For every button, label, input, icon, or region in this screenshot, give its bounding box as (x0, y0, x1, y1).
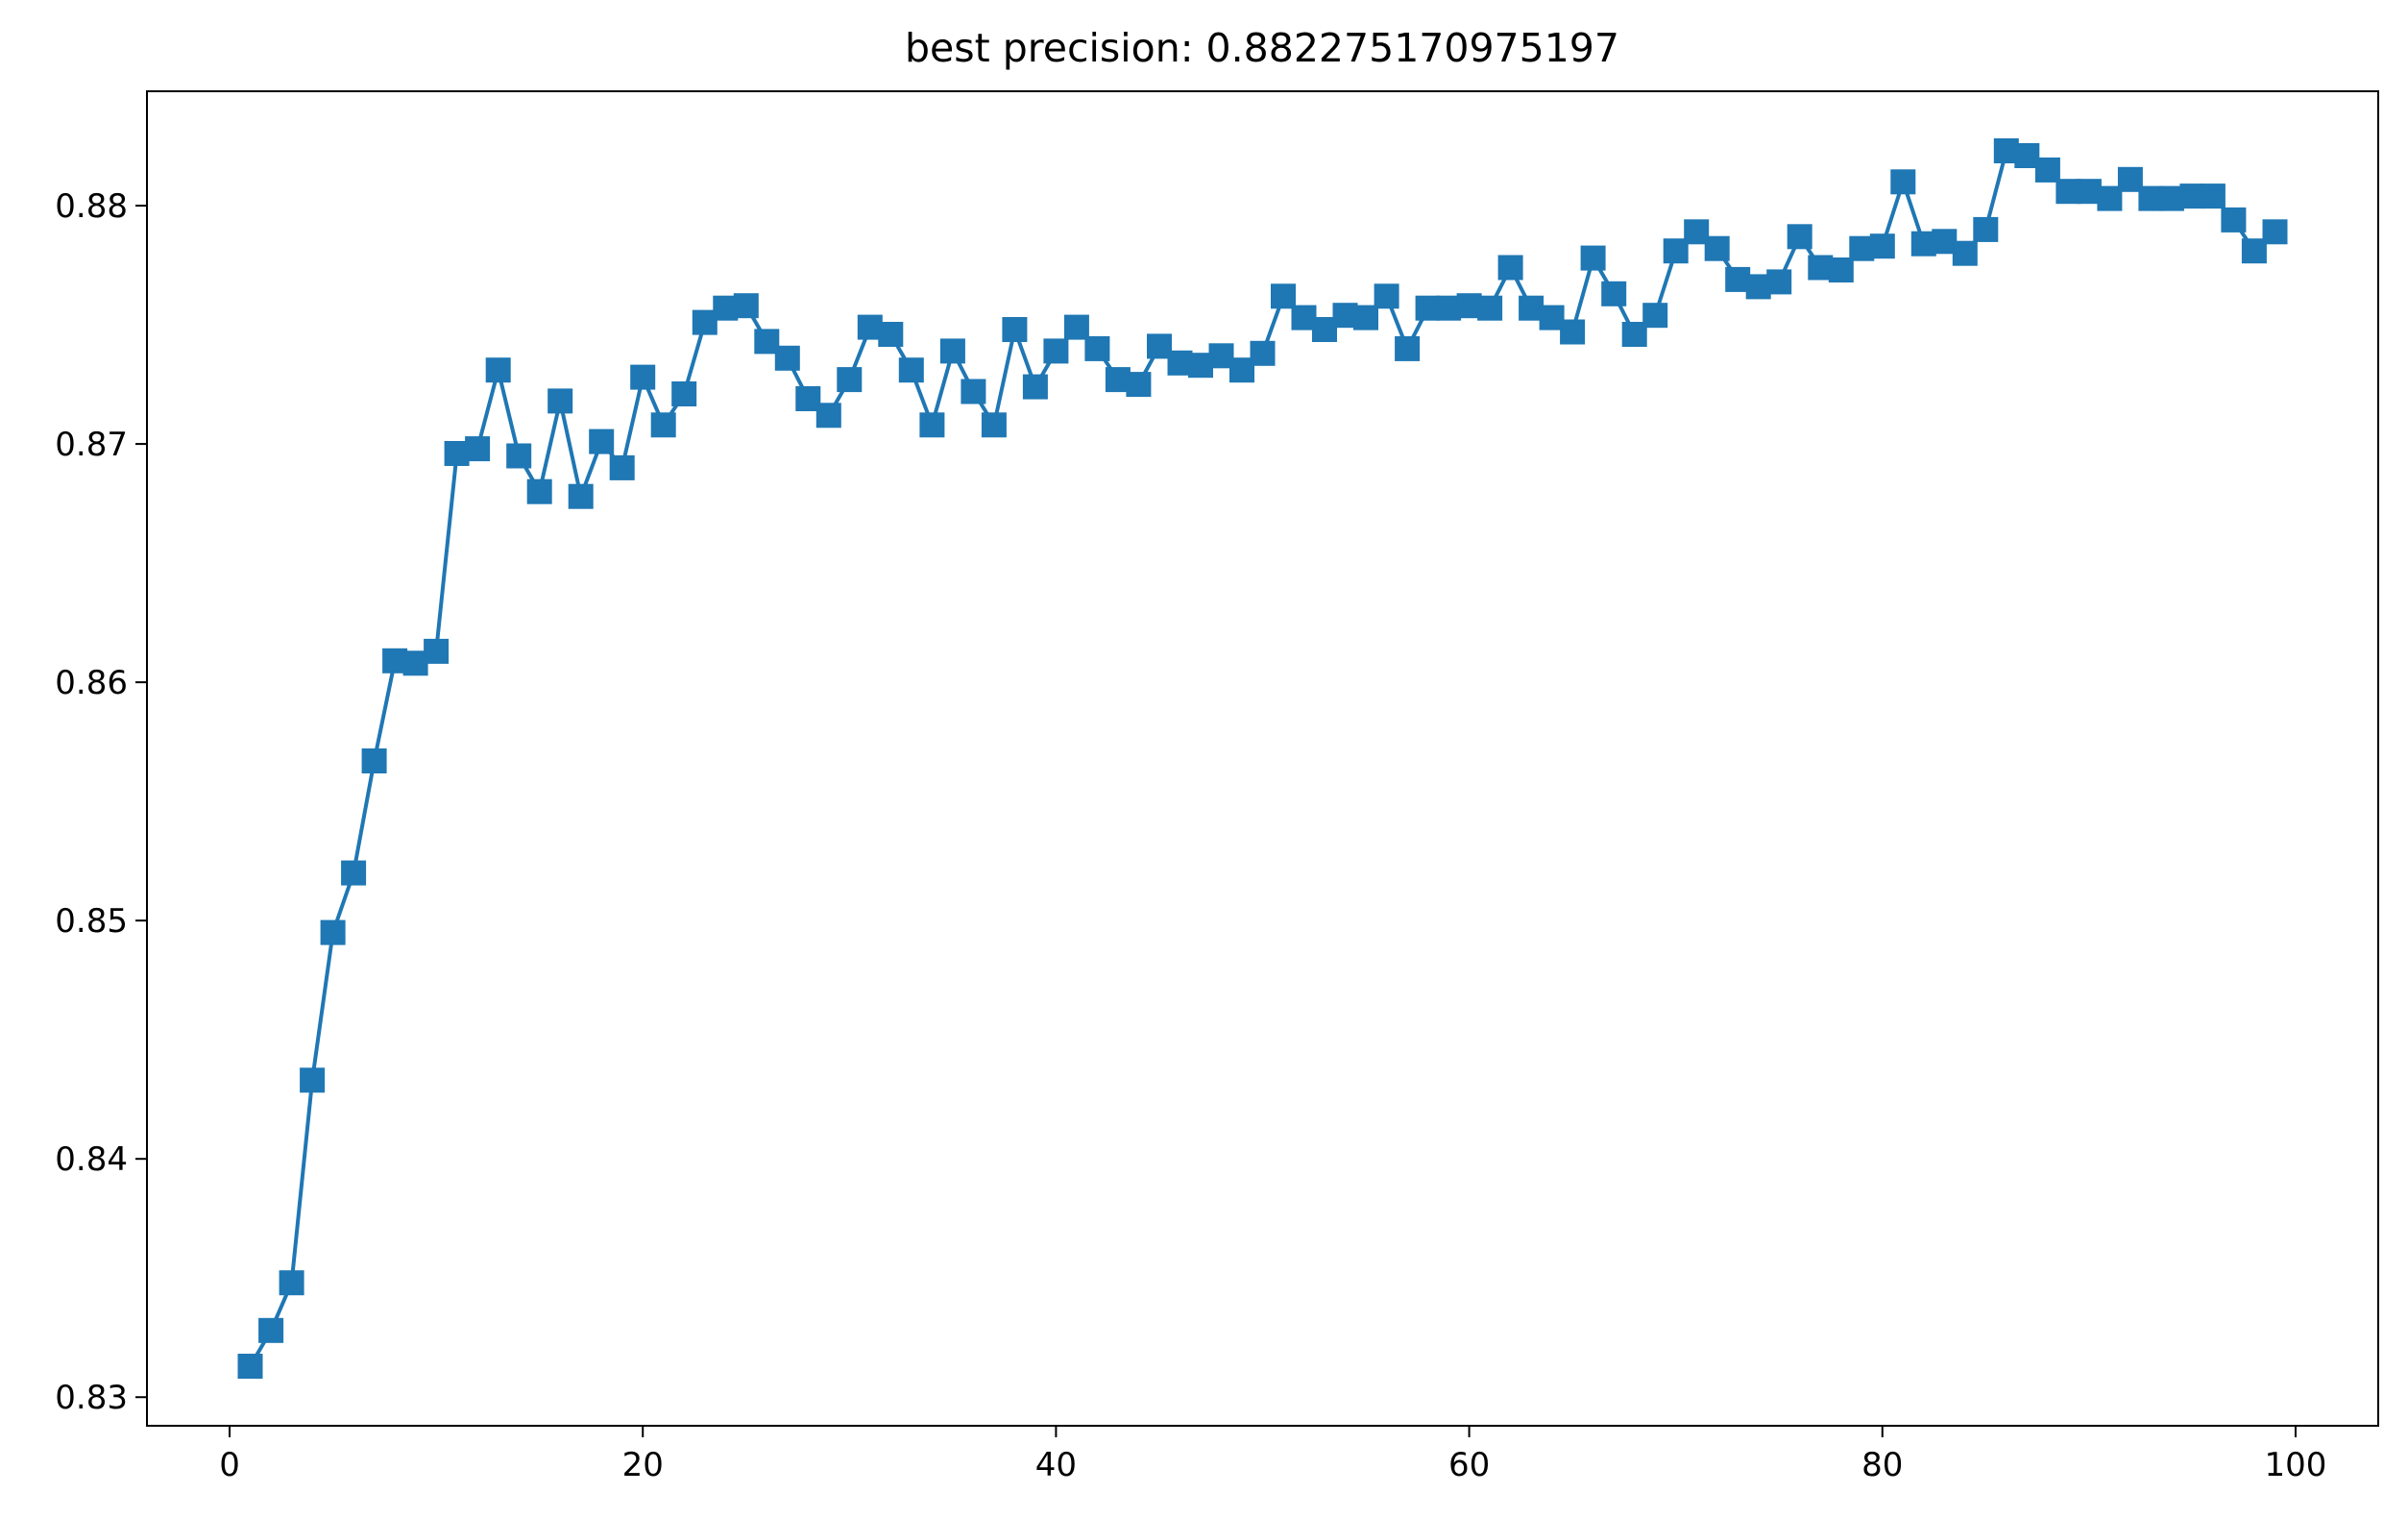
data-point-marker (1063, 314, 1089, 340)
data-point-marker (774, 345, 800, 371)
data-point-marker (1497, 255, 1523, 281)
data-point-marker (1787, 224, 1812, 250)
data-point-marker (1353, 305, 1378, 331)
data-point-marker (1869, 233, 1895, 259)
y-tick-label: 0.83 (55, 1379, 128, 1417)
data-point-marker (981, 412, 1007, 438)
data-point-marker (837, 367, 863, 393)
data-point-marker (568, 483, 594, 509)
data-point-marker (1766, 269, 1792, 295)
data-point-marker (341, 860, 367, 886)
data-point-marker (1890, 169, 1916, 195)
data-point-marker (361, 748, 387, 773)
data-point-marker (898, 357, 924, 383)
axes: 0 20 40 60 80 100 0.83 0.84 0.85 0.86 0.87 0.88 (55, 90, 2379, 1484)
x-tick-label: 60 (1448, 1446, 1490, 1484)
data-point-marker (1374, 283, 1399, 309)
data-point-marker (650, 412, 676, 438)
data-point-marker (671, 381, 697, 406)
y-tick-label: 0.88 (55, 187, 128, 226)
data-point-marker (1271, 283, 1296, 309)
y-tick-label: 0.87 (55, 426, 128, 464)
data-point-marker (1952, 240, 1978, 266)
data-point-marker (961, 379, 986, 404)
data-point-marker (258, 1317, 284, 1343)
data-point-marker (1022, 374, 1048, 400)
x-tick-label: 20 (622, 1446, 664, 1484)
data-point-marker (1002, 317, 1028, 342)
data-point-marker (1477, 295, 1503, 321)
data-point-marker (1084, 335, 1110, 361)
data-point-marker (733, 293, 759, 319)
data-point-marker (2221, 207, 2247, 233)
data-point-marker (1642, 303, 1668, 329)
axes-frame (146, 90, 2379, 1427)
data-point-marker (1601, 281, 1627, 306)
chart-title: best precision: 0.882275170975197 (905, 25, 1619, 71)
data-point-marker (506, 443, 532, 469)
data-point-marker (1126, 372, 1152, 398)
y-tick-label: 0.84 (55, 1140, 128, 1179)
x-tick-label: 0 (219, 1446, 240, 1484)
data-point-marker (320, 919, 346, 945)
x-tick-label: 80 (1861, 1446, 1903, 1484)
data-point-marker (2034, 157, 2060, 183)
data-point-marker (485, 357, 511, 383)
data-point-marker (919, 412, 945, 438)
data-point-marker (815, 403, 841, 428)
data-point-marker (1828, 257, 1854, 282)
y-tick-label: 0.85 (55, 902, 128, 941)
data-point-marker (939, 338, 965, 364)
data-point-marker (1973, 216, 1999, 242)
data-point-marker (609, 454, 635, 480)
data-point-marker (465, 436, 491, 462)
data-point-marker (279, 1270, 304, 1296)
data-point-marker (1580, 245, 1606, 271)
data-point-marker (1395, 335, 1421, 361)
y-tick-label: 0.86 (55, 664, 128, 702)
data-point-marker (424, 638, 450, 664)
data-point-marker (589, 428, 615, 454)
data-point-marker (2200, 184, 2226, 209)
data-point-marker (526, 478, 552, 504)
data-point-marker (630, 364, 656, 390)
data-point-marker (1250, 340, 1276, 366)
data-point-marker (300, 1067, 326, 1093)
data-point-marker (1043, 338, 1069, 364)
data-point-marker (878, 322, 904, 347)
x-tick-label: 40 (1035, 1446, 1077, 1484)
data-point-marker (237, 1354, 263, 1379)
data-point-marker (547, 388, 573, 414)
plot-area (237, 138, 2288, 1379)
x-tick-label: 100 (2265, 1446, 2327, 1484)
series-line (248, 149, 2276, 1368)
data-point-marker (2262, 219, 2288, 245)
data-point-marker (1560, 319, 1586, 345)
data-point-marker (1704, 235, 1730, 261)
